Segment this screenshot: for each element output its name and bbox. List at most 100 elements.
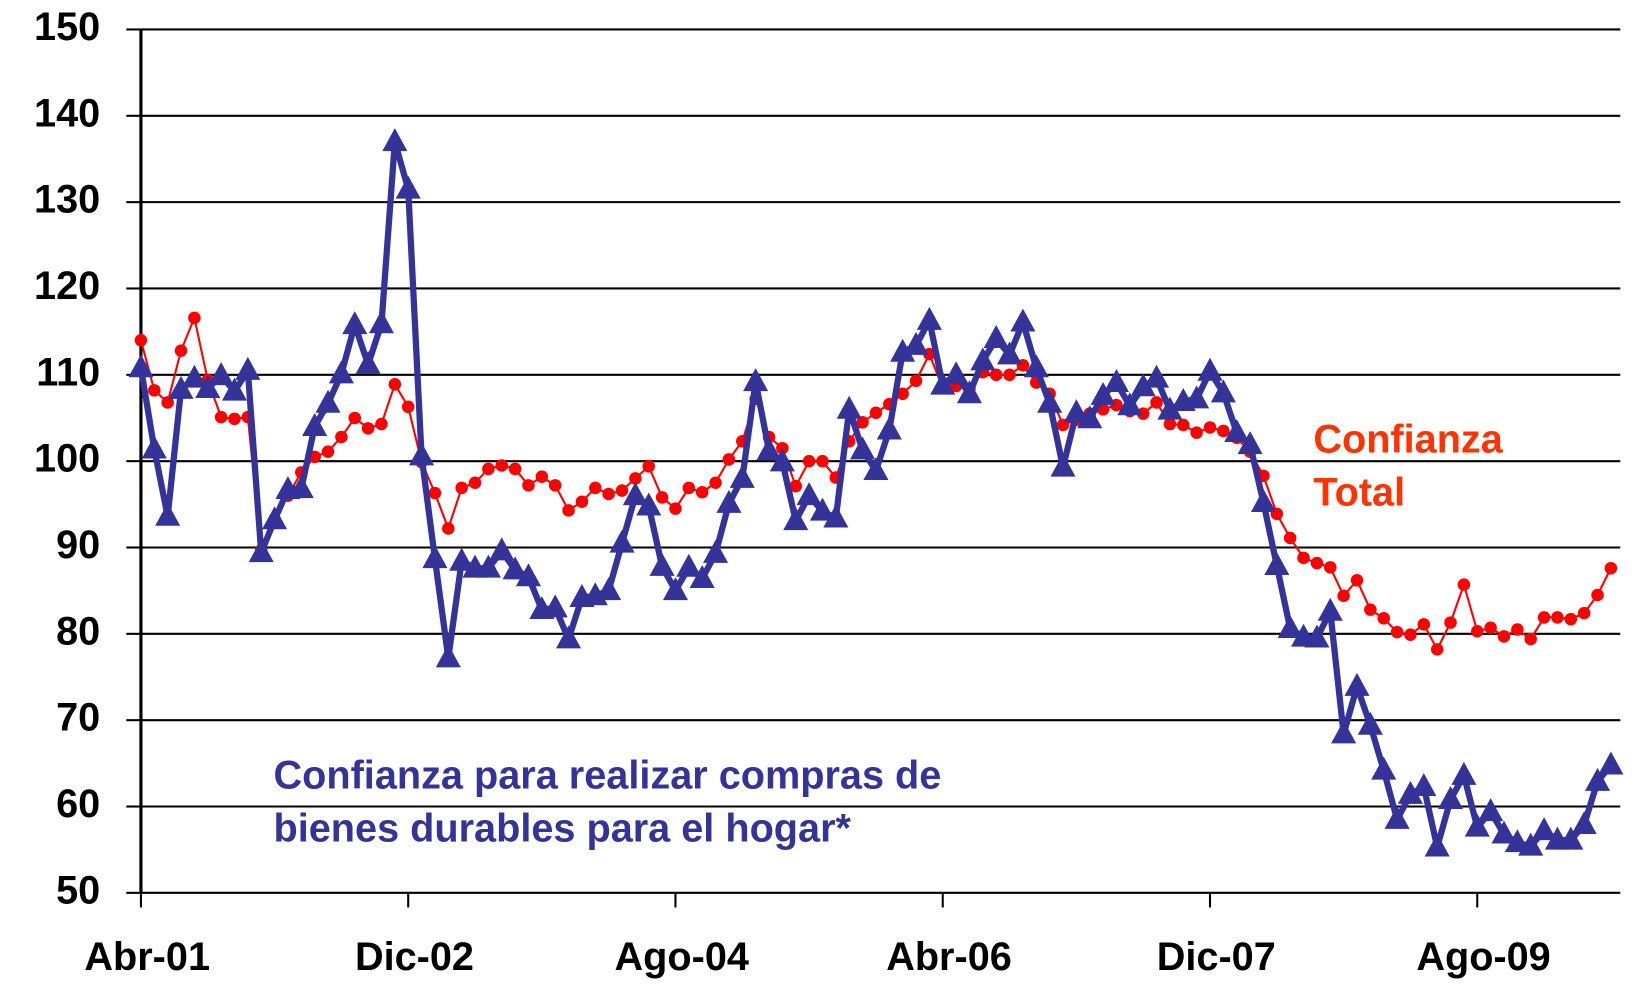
x-tick-label: Ago-04: [615, 935, 749, 979]
marker: [1344, 672, 1370, 696]
marker: [1184, 385, 1210, 409]
marker: [709, 476, 722, 490]
marker: [262, 506, 288, 530]
y-tick-label: 70: [56, 696, 100, 740]
marker: [876, 416, 902, 440]
marker: [141, 435, 167, 459]
marker: [716, 489, 742, 513]
marker: [970, 347, 996, 371]
marker: [1250, 489, 1276, 512]
marker: [642, 460, 656, 473]
y-tick-label: 120: [34, 264, 100, 308]
marker: [174, 344, 188, 357]
marker: [395, 175, 421, 199]
marker: [1484, 621, 1497, 635]
marker: [1377, 612, 1390, 625]
marker: [1371, 756, 1397, 780]
marker: [956, 380, 982, 404]
marker: [802, 454, 816, 468]
marker: [214, 410, 228, 424]
marker: [1491, 820, 1517, 844]
marker: [756, 437, 782, 461]
marker: [368, 310, 395, 334]
marker: [1090, 381, 1116, 405]
marker: [302, 413, 328, 437]
marker: [1430, 643, 1444, 656]
marker: [1564, 612, 1578, 626]
marker: [1384, 805, 1410, 829]
x-tick-label: Dic-07: [1157, 935, 1276, 979]
marker: [208, 362, 234, 386]
marker: [1237, 431, 1263, 455]
marker: [743, 368, 769, 392]
marker: [288, 475, 314, 499]
marker: [188, 311, 201, 325]
marker: [989, 368, 1003, 382]
marker: [1264, 552, 1290, 576]
marker: [703, 539, 729, 563]
marker: [1571, 811, 1597, 835]
marker: [1444, 616, 1457, 629]
marker: [1357, 711, 1383, 735]
marker: [1077, 405, 1103, 429]
marker: [375, 417, 388, 431]
marker: [1063, 399, 1089, 423]
marker: [695, 485, 709, 499]
marker: [615, 484, 629, 497]
marker: [809, 497, 835, 521]
marker: [1203, 421, 1217, 434]
marker: [228, 412, 241, 426]
y-tick-label: 60: [56, 782, 100, 826]
marker: [155, 502, 181, 526]
marker: [1364, 603, 1377, 616]
marker: [997, 341, 1023, 365]
marker: [896, 387, 909, 401]
marker: [1551, 611, 1564, 624]
marker: [1451, 761, 1477, 785]
marker: [1464, 813, 1490, 837]
marker: [776, 441, 789, 455]
marker: [1518, 832, 1544, 856]
marker: [930, 371, 956, 395]
marker: [1310, 556, 1324, 570]
marker: [575, 495, 589, 509]
marker: [161, 396, 174, 409]
x-tick-label: Abr-01: [84, 935, 210, 979]
marker: [468, 476, 482, 490]
marker: [522, 479, 535, 492]
x-tick-label: Dic-02: [355, 935, 474, 979]
marker: [903, 331, 929, 355]
marker: [328, 360, 354, 384]
marker: [335, 430, 348, 444]
marker: [1438, 786, 1464, 810]
marker: [315, 389, 341, 413]
marker: [449, 547, 475, 571]
marker: [348, 411, 362, 425]
marker: [535, 470, 549, 483]
marker: [489, 537, 515, 561]
marker: [1157, 396, 1183, 420]
marker: [856, 416, 869, 429]
marker: [148, 384, 161, 397]
marker: [1424, 833, 1450, 857]
marker: [1277, 615, 1303, 639]
marker: [796, 482, 822, 506]
marker: [1591, 588, 1604, 602]
marker: [589, 481, 602, 495]
annotation: Confianza para realizar compras de: [274, 753, 942, 797]
marker: [783, 507, 809, 531]
marker: [609, 529, 635, 553]
marker: [1163, 417, 1177, 431]
marker: [355, 350, 381, 374]
marker: [1331, 720, 1357, 744]
marker: [248, 539, 274, 563]
marker: [1217, 424, 1230, 438]
marker: [682, 481, 696, 495]
marker: [769, 448, 795, 472]
marker: [655, 491, 669, 504]
marker: [1558, 826, 1584, 850]
marker: [789, 479, 803, 493]
y-tick-label: 140: [34, 91, 100, 135]
marker: [235, 356, 261, 380]
